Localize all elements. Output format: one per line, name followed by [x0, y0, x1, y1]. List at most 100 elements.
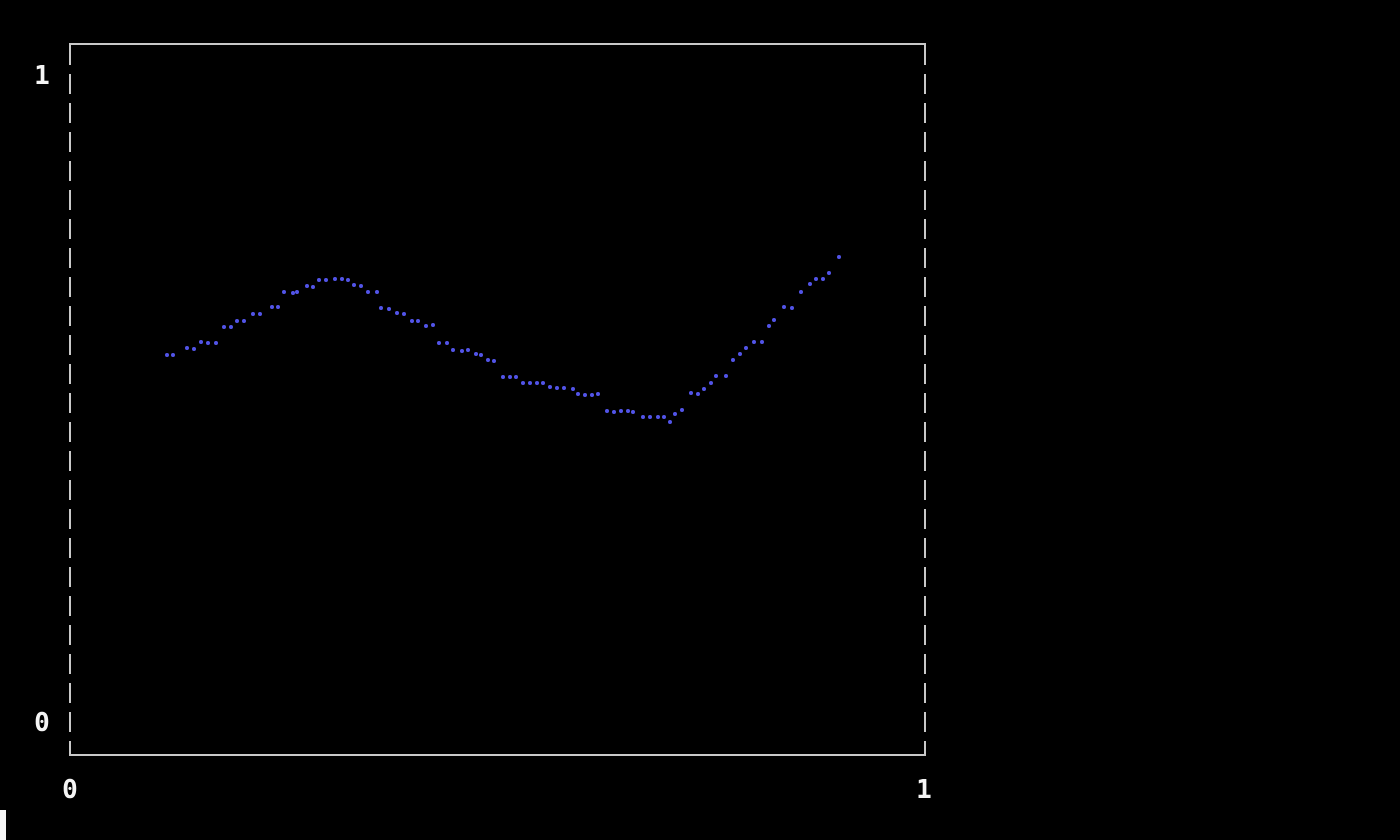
data-point: [827, 270, 832, 275]
data-point: [171, 352, 176, 357]
data-point: [771, 317, 776, 322]
data-point: [673, 411, 678, 416]
data-point: [759, 339, 764, 344]
data-point: [625, 409, 630, 414]
data-point: [459, 348, 464, 353]
data-point: [451, 347, 456, 352]
data-point: [714, 374, 719, 379]
data-point: [324, 277, 329, 282]
data-point: [571, 387, 575, 392]
data-point: [242, 319, 247, 324]
data-point: [416, 319, 421, 324]
data-point: [351, 282, 356, 287]
data-point: [668, 420, 673, 425]
data-point: [799, 290, 804, 295]
data-point: [478, 352, 483, 357]
data-point: [340, 277, 345, 282]
data-point: [595, 391, 600, 396]
plot-border-top: [69, 43, 926, 45]
data-point: [766, 323, 771, 328]
data-point: [269, 304, 274, 309]
data-point: [611, 409, 616, 414]
y-axis-tick-label-top: 1: [34, 61, 50, 91]
data-point: [709, 380, 714, 385]
data-point: [513, 374, 518, 379]
data-point: [781, 304, 786, 309]
data-point: [630, 409, 635, 414]
data-point: [410, 319, 415, 324]
plot-border-bottom: [69, 754, 926, 756]
data-point: [282, 290, 287, 295]
data-point: [680, 407, 685, 412]
data-point: [535, 380, 540, 385]
data-point: [436, 341, 441, 346]
terminal-cursor-block: [0, 810, 6, 840]
data-point: [723, 374, 728, 379]
data-point: [744, 345, 749, 350]
data-point: [561, 385, 566, 390]
y-axis-tick-label-bottom: 0: [34, 708, 50, 738]
data-point: [250, 312, 255, 317]
data-point: [221, 325, 226, 330]
data-point: [582, 392, 587, 397]
data-point: [290, 290, 295, 295]
data-point: [813, 277, 818, 282]
data-point: [701, 387, 706, 392]
data-point: [730, 358, 735, 363]
data-point: [507, 374, 512, 379]
data-point: [316, 277, 321, 282]
data-point: [305, 284, 310, 289]
data-point: [473, 352, 478, 357]
data-point: [378, 306, 383, 311]
data-point: [465, 347, 470, 352]
data-point: [184, 345, 189, 350]
x-axis-tick-label-right: 1: [916, 775, 932, 805]
data-point: [386, 306, 391, 311]
data-point: [655, 414, 660, 419]
data-point: [661, 414, 666, 419]
data-point: [228, 325, 233, 330]
data-point: [737, 352, 742, 357]
data-point: [424, 323, 429, 328]
data-point: [359, 284, 364, 289]
data-point: [576, 391, 581, 396]
data-point: [695, 391, 700, 396]
data-point: [430, 323, 435, 328]
data-point: [821, 277, 826, 282]
data-point: [789, 306, 794, 311]
plot-border-right: [924, 45, 926, 754]
data-point: [808, 281, 813, 286]
data-point: [520, 380, 525, 385]
data-point: [276, 304, 281, 309]
data-point: [836, 255, 841, 260]
data-point: [541, 380, 546, 385]
data-point: [374, 290, 379, 295]
data-point: [234, 319, 239, 324]
data-point: [198, 339, 203, 344]
data-point: [311, 284, 316, 289]
data-point: [395, 310, 400, 315]
data-point: [647, 414, 652, 419]
data-point: [346, 277, 351, 282]
data-point: [332, 277, 337, 282]
data-point: [214, 341, 219, 346]
data-point: [206, 341, 211, 346]
data-point: [589, 392, 594, 397]
data-point: [528, 380, 533, 385]
data-point: [164, 352, 169, 357]
plot-border-left: [69, 45, 71, 754]
data-point: [492, 358, 497, 363]
data-point: [445, 341, 450, 346]
data-point: [500, 374, 505, 379]
data-point: [641, 414, 646, 419]
data-point: [295, 290, 300, 295]
data-point: [401, 312, 406, 317]
x-axis-tick-label-left: 0: [62, 775, 78, 805]
data-point: [618, 409, 623, 414]
data-point: [554, 385, 559, 390]
data-point: [752, 339, 757, 344]
data-point: [257, 312, 262, 317]
data-point: [191, 347, 196, 352]
